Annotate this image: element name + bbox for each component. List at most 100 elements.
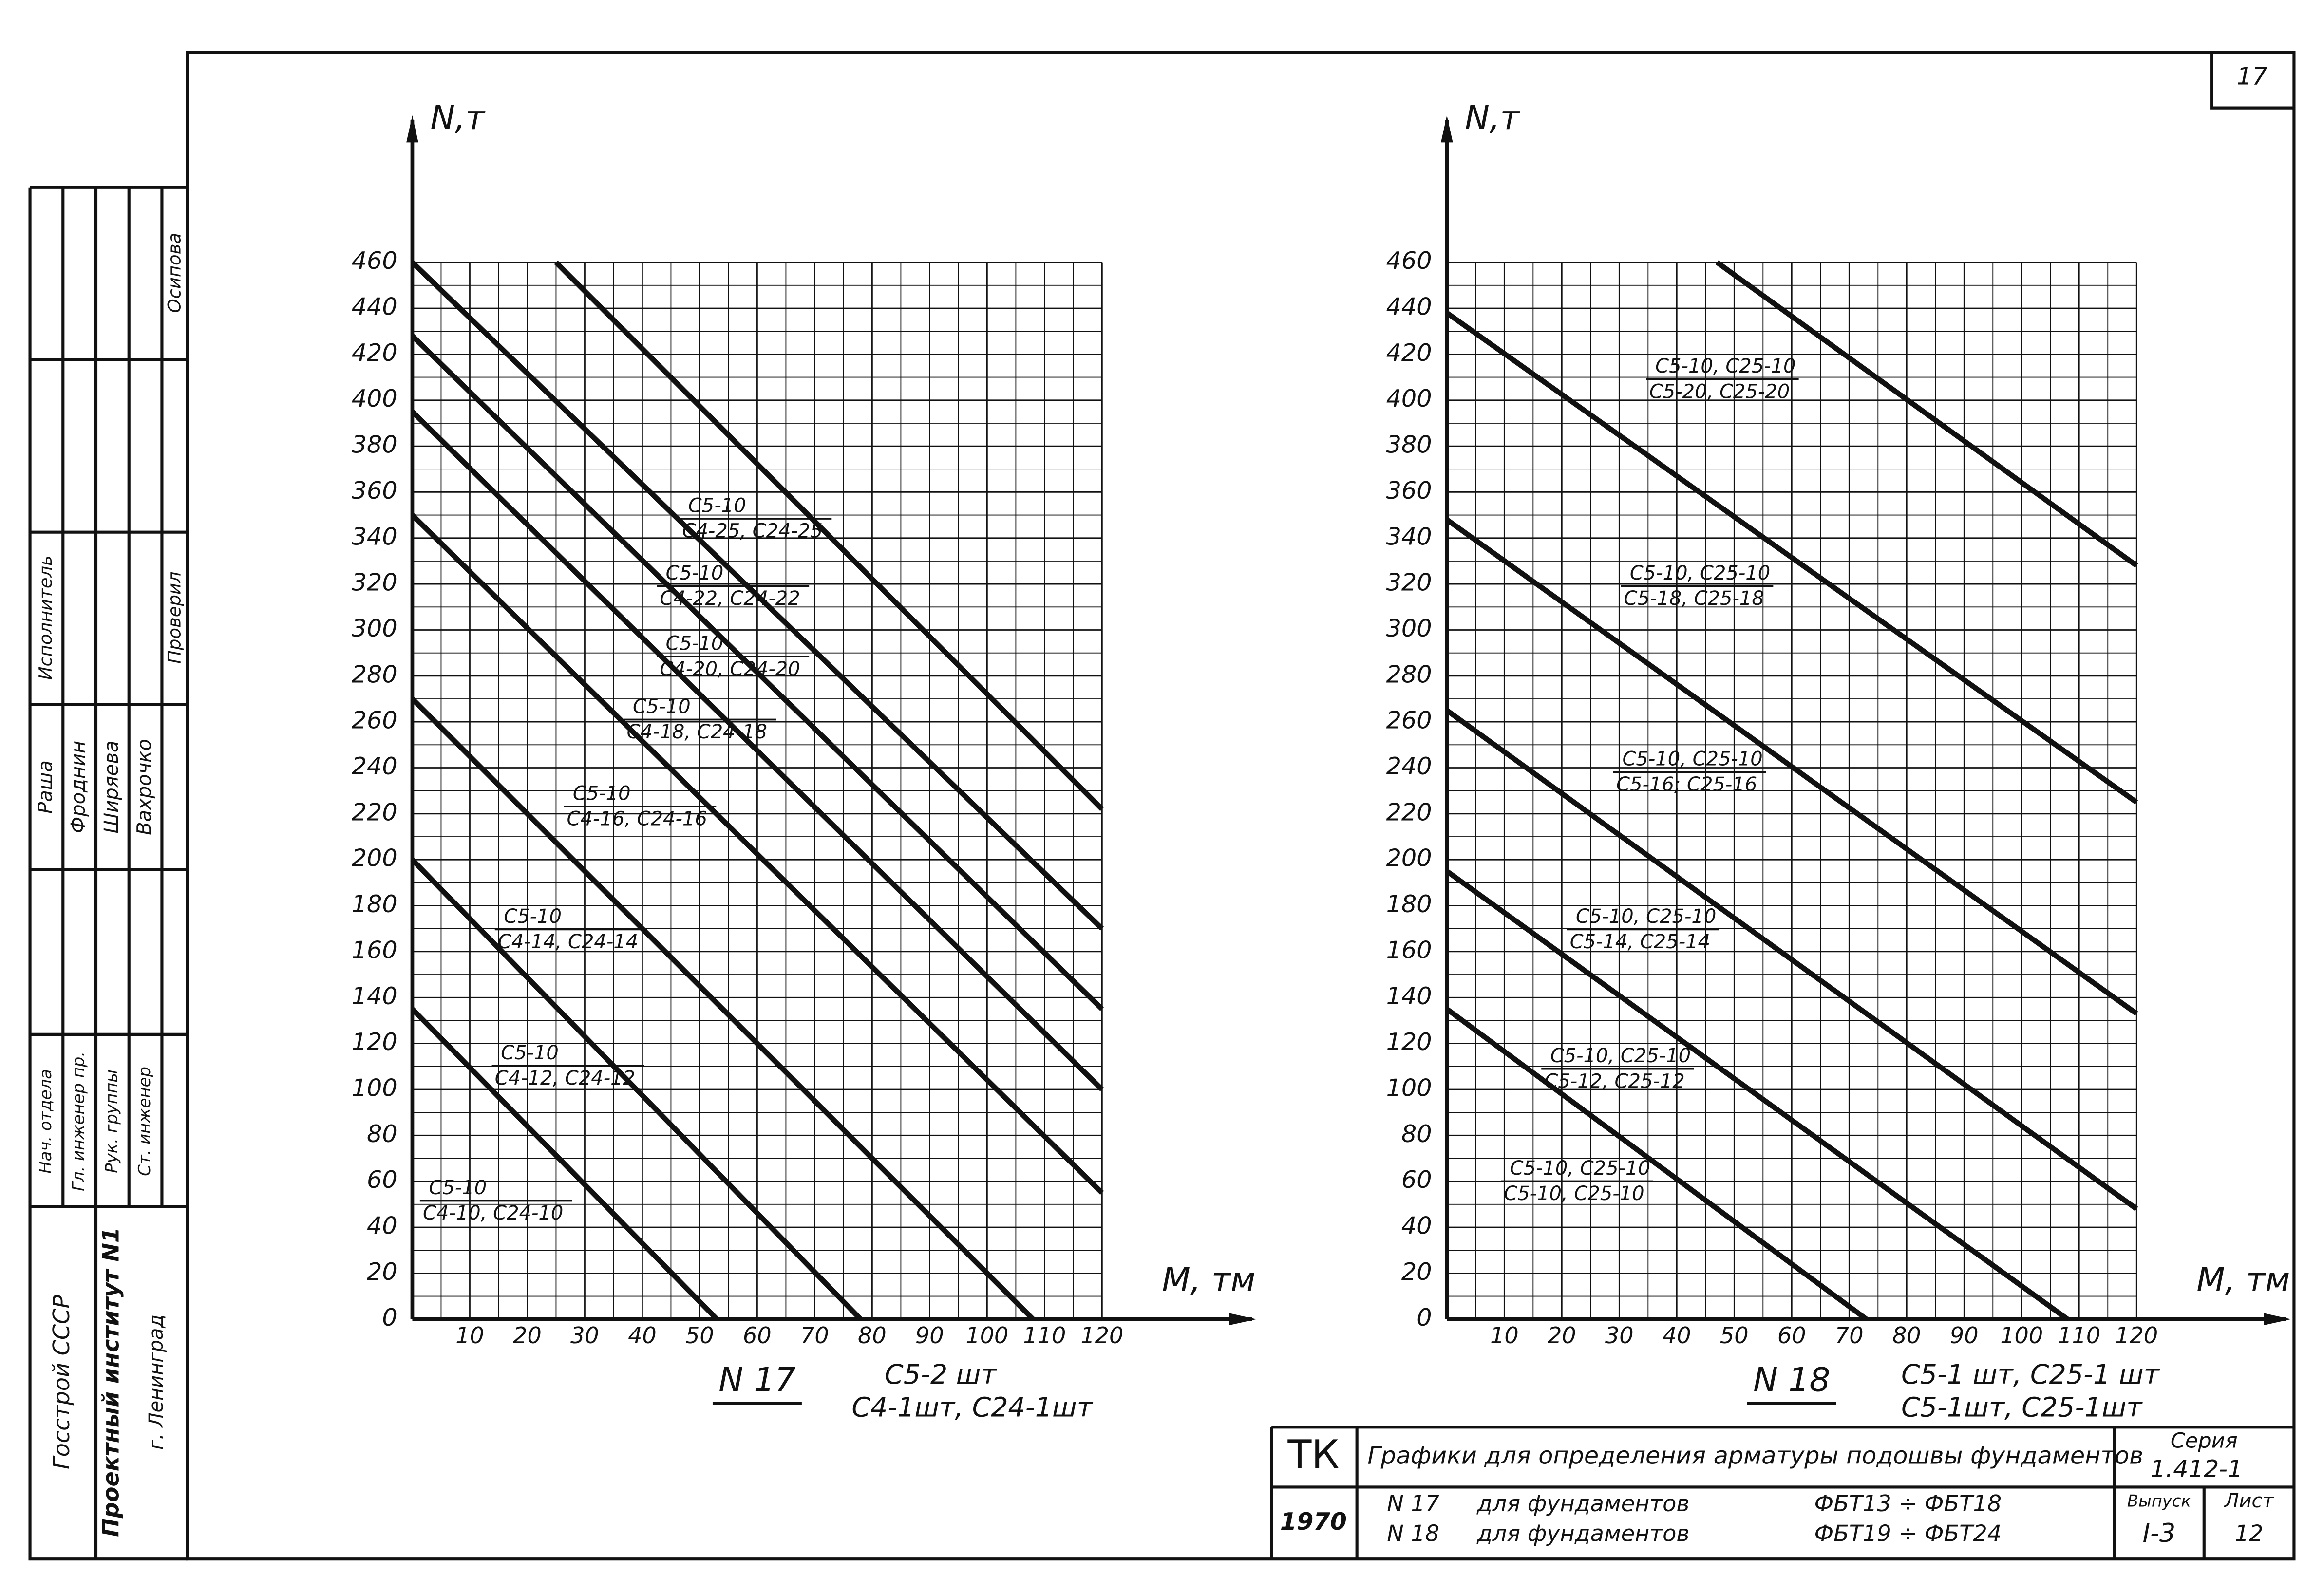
block-code: ТК <box>1287 1432 1340 1477</box>
y-tick-label: 400 <box>352 384 397 413</box>
y-tick-label: 40 <box>1401 1212 1432 1240</box>
y-tick-label: 340 <box>1386 522 1432 550</box>
line-label: С5-10, С25-10 <box>1622 748 1762 770</box>
x-axis-label: M, тм <box>1162 1260 1256 1298</box>
line-label: С5-10, С25-10 <box>1510 1157 1650 1180</box>
x-tick-label: 50 <box>1720 1322 1749 1349</box>
line-label: С5-10 <box>666 562 724 584</box>
data-line <box>410 410 1104 1091</box>
stamp-name: Фроднин <box>67 741 90 833</box>
line-label: С4-18, С24-18 <box>627 721 767 743</box>
stamp-org: Проектный институт N1 <box>97 1227 124 1537</box>
line-label: С5-10 <box>501 1042 559 1064</box>
y-tick-label: 320 <box>352 568 397 597</box>
stamp-role: Исполнитель <box>35 555 56 680</box>
series-label: Серия <box>2171 1429 2238 1453</box>
y-tick-label: 100 <box>352 1073 397 1102</box>
data-line <box>1715 260 2138 568</box>
chart-note: С5-1 шт, С25-1 шт <box>1901 1359 2160 1390</box>
y-tick-label: 260 <box>1386 706 1432 734</box>
x-tick-label: 120 <box>2115 1322 2158 1349</box>
line-label: С5-20, С25-20 <box>1649 380 1790 403</box>
title-block: ТК Графики для определения арматуры подо… <box>1270 1426 2294 1559</box>
y-axis-label: N,т <box>430 98 486 137</box>
block-row-code: ФБТ13 ÷ ФБТ18 <box>1814 1490 2002 1517</box>
series-number: 1.412-1 <box>2150 1455 2243 1483</box>
y-tick-label: 200 <box>1386 844 1432 872</box>
y-tick-label: 120 <box>352 1028 397 1056</box>
line-label: С5-10 <box>504 905 562 928</box>
stamp-role: Нач. отдела <box>36 1069 55 1174</box>
x-tick-label: 30 <box>570 1322 599 1349</box>
stamp-name: Вахрочко <box>133 739 156 835</box>
x-tick-label: 10 <box>455 1322 484 1349</box>
chart-title: N 18 <box>1753 1361 1830 1399</box>
line-label: С4-14, С24-14 <box>498 931 638 953</box>
line-label: С5-18, С25-18 <box>1624 587 1764 610</box>
x-tick-label: 100 <box>965 1322 1008 1349</box>
sheet-frame <box>186 51 2296 1561</box>
x-tick-label: 120 <box>1080 1322 1123 1349</box>
y-tick-label: 420 <box>352 338 397 367</box>
line-label: С4-25, С24-25 <box>682 520 823 543</box>
stamp-role: Рук. группы <box>102 1069 121 1173</box>
y-tick-label: 440 <box>1386 293 1432 321</box>
y-tick-label: 200 <box>352 844 397 872</box>
x-tick-label: 90 <box>915 1322 944 1349</box>
line-label: С5-12, С25-12 <box>1544 1070 1684 1092</box>
x-axis-arrow <box>1229 1313 1257 1326</box>
line-label: С4-12, С24-12 <box>495 1067 635 1089</box>
y-tick-label: 80 <box>367 1120 397 1148</box>
y-axis-label: N,т <box>1465 98 1520 137</box>
y-tick-label: 220 <box>1386 798 1432 826</box>
x-tick-label: 110 <box>2058 1322 2100 1349</box>
y-tick-label: 20 <box>1401 1257 1432 1286</box>
y-tick-label: 60 <box>367 1165 397 1194</box>
y-tick-label: 320 <box>1386 568 1432 597</box>
y-tick-label: 300 <box>1386 614 1432 642</box>
y-tick-label: 220 <box>352 798 397 826</box>
y-tick-label: 240 <box>352 752 397 780</box>
issue-label: Выпуск <box>2127 1492 2192 1511</box>
y-tick-label: 40 <box>367 1212 397 1240</box>
y-axis-arrow <box>1441 115 1453 143</box>
x-tick-label: 30 <box>1605 1322 1634 1349</box>
y-tick-label: 0 <box>1417 1303 1432 1332</box>
block-row-text: для фундаментов <box>1476 1520 1690 1546</box>
y-tick-label: 20 <box>367 1257 397 1286</box>
x-tick-label: 100 <box>2000 1322 2043 1349</box>
line-label: С5-16; С25-16 <box>1616 773 1757 796</box>
line-label: С5-10 <box>633 695 691 718</box>
y-tick-label: 460 <box>1386 246 1432 275</box>
sheet-number: 12 <box>2235 1520 2264 1546</box>
y-tick-label: 140 <box>1386 982 1432 1010</box>
y-tick-label: 460 <box>352 246 397 275</box>
block-row-code: ФБТ19 ÷ ФБТ24 <box>1814 1520 2002 1546</box>
stamp-name: Ширяева <box>100 741 123 834</box>
stamp-role: Проверил <box>164 572 185 664</box>
title-block-grid <box>1270 1426 2294 1559</box>
y-tick-label: 240 <box>1386 752 1432 780</box>
chart-note: С5-1шт, С25-1шт <box>1901 1392 2143 1424</box>
x-tick-label: 20 <box>513 1322 542 1349</box>
y-tick-label: 80 <box>1401 1120 1432 1148</box>
issue-number: I-3 <box>2143 1519 2176 1548</box>
y-tick-label: 100 <box>1386 1073 1432 1102</box>
line-label: С5-10, С25-10 <box>1504 1182 1644 1205</box>
y-tick-label: 360 <box>1386 476 1432 505</box>
y-tick-label: 380 <box>352 431 397 459</box>
y-axis-arrow <box>406 115 418 143</box>
x-tick-label: 80 <box>858 1322 887 1349</box>
data-line <box>1445 311 2138 805</box>
line-label: С4-20, С24-20 <box>660 658 800 680</box>
chart-note: С5-2 шт <box>885 1359 997 1390</box>
block-title: Графики для определения арматуры подошвы… <box>1367 1441 2143 1469</box>
y-tick-label: 160 <box>1386 936 1432 964</box>
chart-note: С4-1шт, С24-1шт <box>851 1392 1093 1424</box>
line-label: С5-10 <box>429 1177 487 1199</box>
y-tick-label: 340 <box>352 522 397 550</box>
data-line <box>410 260 1104 931</box>
side-stamp: Госстрой СССР Проектный институт N1 г. Л… <box>28 186 188 1561</box>
data-line <box>1445 708 2138 1211</box>
